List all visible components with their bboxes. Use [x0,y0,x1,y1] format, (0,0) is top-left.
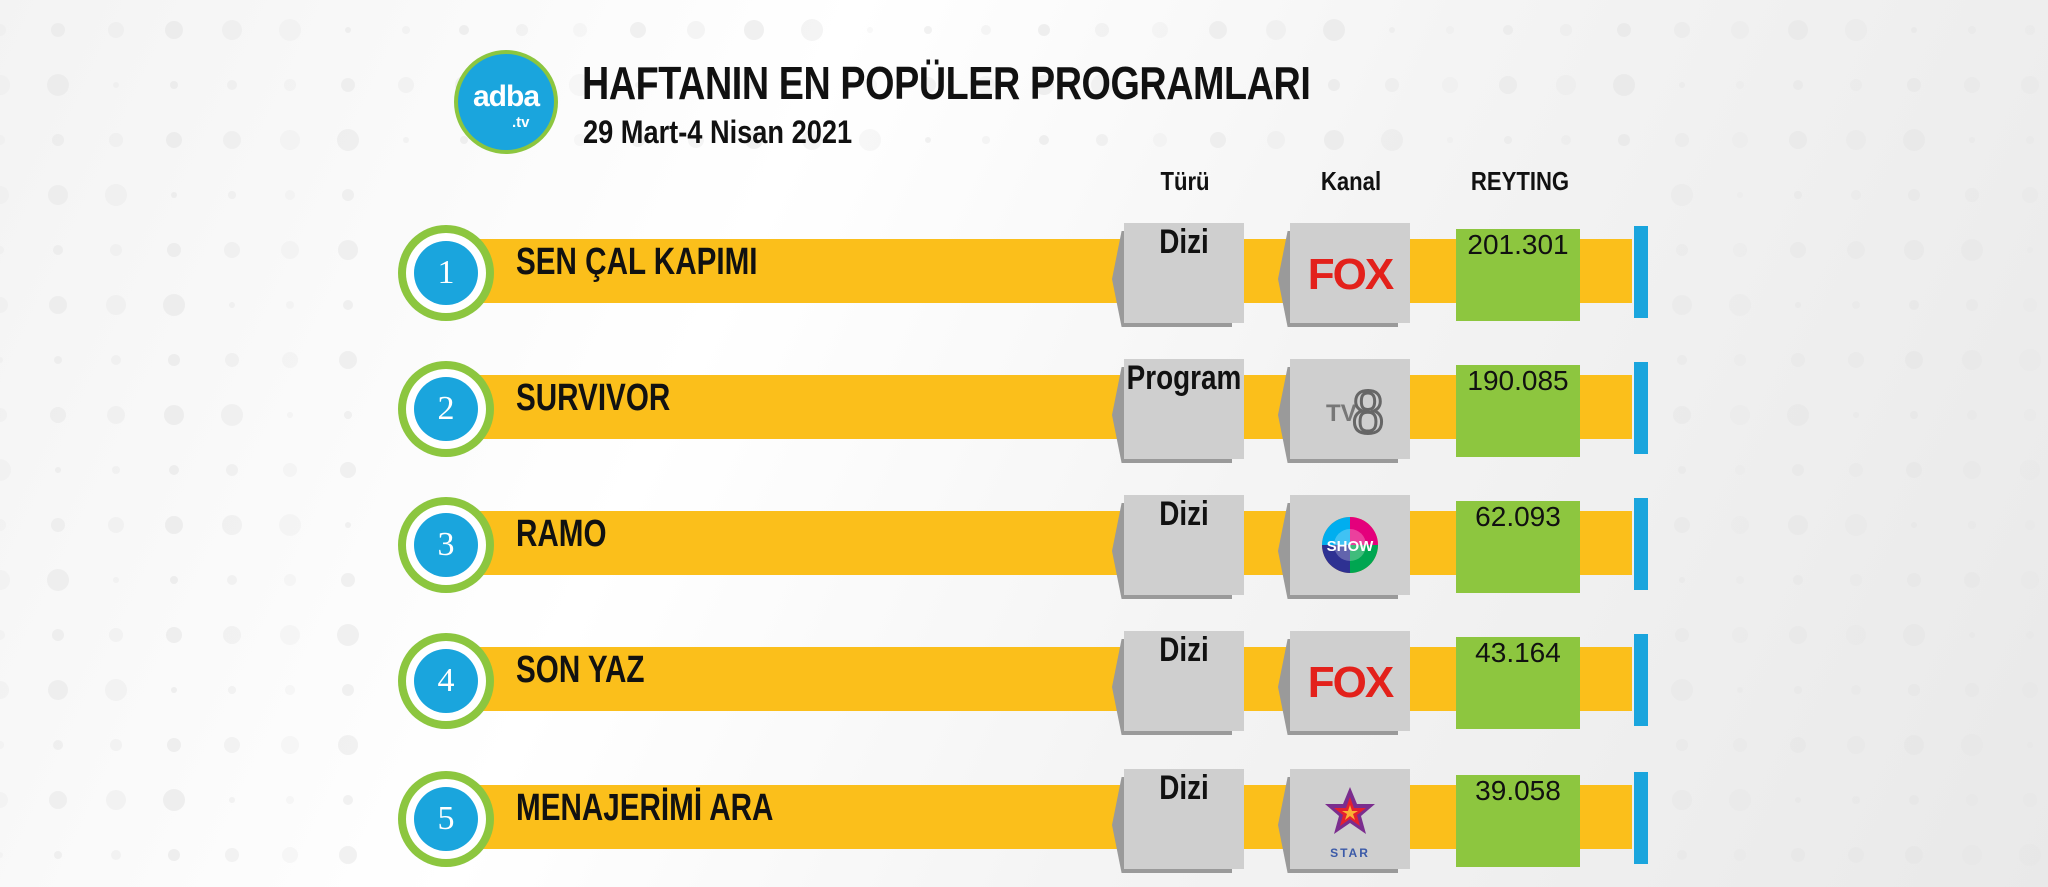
row-end-cap [1634,634,1648,726]
rank-badge: 3 [414,513,478,577]
table-row: 1 SEN ÇAL KAPIMI Dizi FOX 201.301 [0,223,2048,327]
svg-text:FOX: FOX [1308,658,1394,707]
channel-box [1290,359,1410,459]
row-end-cap [1634,498,1648,590]
rank-badge: 4 [414,649,478,713]
program-name: MENAJERİMİ ARA [516,787,774,829]
row-bar [446,647,1632,711]
rating-box [1456,775,1580,867]
table-row: 4 SON YAZ Dizi FOX 43.164 [0,631,2048,735]
rank-badge: 2 [414,377,478,441]
rank-badge: 1 [414,241,478,305]
rating-box [1456,637,1580,729]
rating-value: 201.301 [1467,229,1569,260]
show-tv-logo-icon: SHOW [1290,495,1410,595]
program-type: Dizi [1159,769,1209,807]
fox-logo-icon: FOX [1290,223,1410,323]
channel-box [1290,223,1410,323]
program-name: SEN ÇAL KAPIMI [516,241,758,283]
svg-text:SHOW: SHOW [1327,538,1375,555]
row-bar [446,511,1632,575]
rank-badge: 5 [414,787,478,851]
program-type: Program [1126,359,1242,397]
adba-tv-logo: adba .tv [454,50,558,154]
program-type: Dizi [1159,223,1209,261]
fox-logo-icon: FOX [1290,631,1410,731]
rating-box [1456,501,1580,593]
program-type: Dizi [1159,631,1209,669]
rating-box [1456,229,1580,321]
svg-text:TV: TV [1326,400,1357,427]
logo-suffix-text: .tv [512,114,530,131]
logo-main-text: adba [472,80,540,113]
type-box [1124,359,1244,459]
row-end-cap [1634,772,1648,864]
rating-value: 190.085 [1467,365,1569,396]
row-bar [446,785,1632,849]
program-name: SON YAZ [516,649,645,691]
type-box [1124,495,1244,595]
svg-text:8: 8 [1352,376,1384,447]
star-tv-logo-icon: STAR [1290,769,1410,869]
page-subtitle: 29 Mart-4 Nisan 2021 [583,114,853,150]
page-title: HAFTANIN EN POPÜLER PROGRAMLARI [582,57,1311,109]
row-bar [446,375,1632,439]
table-row: 3 RAMO Dizi SHOW 62.093 [0,495,2048,599]
column-header-rating: REYTING [1470,166,1570,196]
table-row: 5 MENAJERİMİ ARA Dizi STAR 39.058 [0,769,2048,873]
column-header-type: Türü [1160,166,1210,196]
row-end-cap [1634,362,1648,454]
rating-box [1456,365,1580,457]
row-end-cap [1634,226,1648,318]
type-box [1124,631,1244,731]
svg-text:STAR: STAR [1330,846,1370,860]
channel-box [1290,631,1410,731]
table-row: 2 SURVIVOR Program TV 8 190.085 [0,359,2048,463]
rating-value: 62.093 [1475,501,1561,532]
type-box [1124,769,1244,869]
program-type: Dizi [1159,495,1209,533]
program-name: RAMO [516,513,607,555]
program-name: SURVIVOR [516,377,671,419]
tv8-logo-icon: TV 8 [1290,359,1410,459]
row-bar [446,239,1632,303]
rating-value: 39.058 [1475,775,1561,806]
svg-text:FOX: FOX [1308,250,1394,299]
rating-value: 43.164 [1475,637,1561,668]
column-header-channel: Kanal [1320,166,1382,196]
type-box [1124,223,1244,323]
